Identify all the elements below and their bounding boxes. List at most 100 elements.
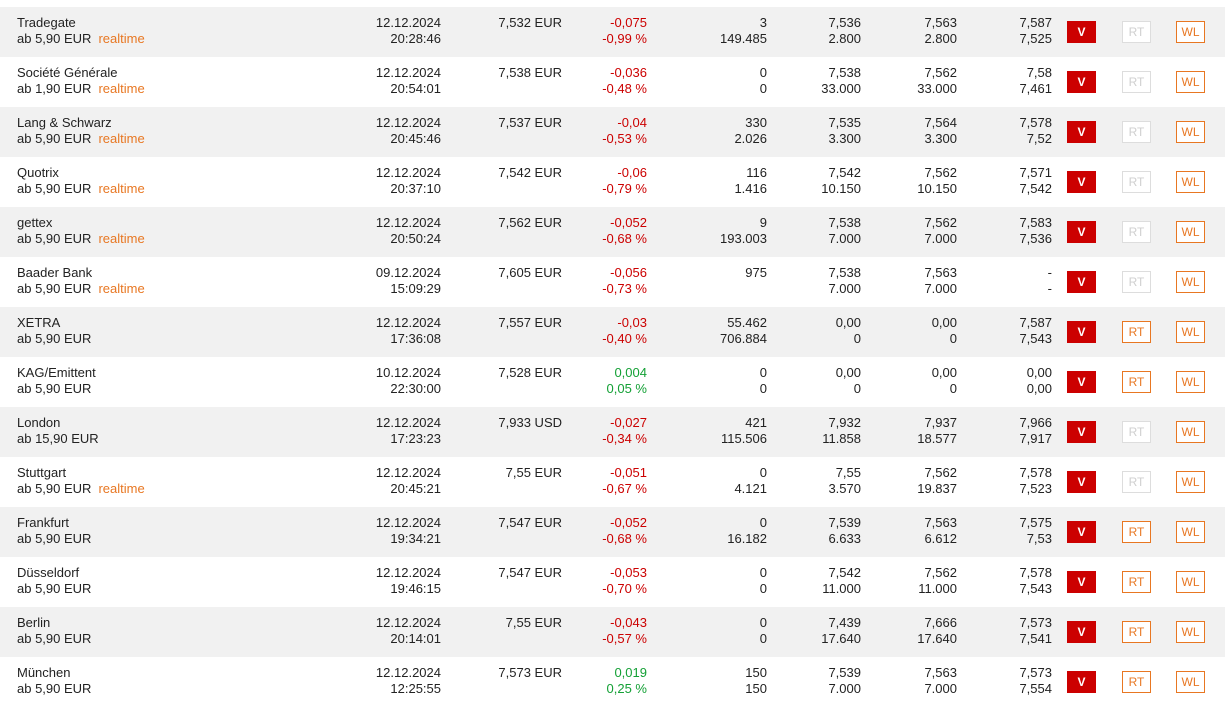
quote-date: 12.12.2024 (375, 115, 441, 130)
exchange-name[interactable]: London (17, 415, 61, 430)
last-price: 7,933 USD (498, 415, 562, 430)
sell-button[interactable]: V (1067, 371, 1096, 393)
exchange-name[interactable]: Baader Bank (17, 265, 93, 280)
bid-size: 10.150 (821, 181, 861, 196)
watchlist-button[interactable]: WL (1176, 121, 1205, 143)
watchlist-button[interactable]: WL (1176, 171, 1205, 193)
change-percent: 0,05 % (606, 381, 647, 396)
exchange-name[interactable]: Stuttgart (17, 465, 67, 480)
table-row[interactable]: gettex ab 5,90 EUR realtime 12.12.2024 20:50… (0, 207, 1225, 257)
realtime-button[interactable]: RT (1122, 21, 1151, 43)
day-high: 7,573 (1019, 665, 1052, 680)
realtime-button[interactable]: RT (1122, 71, 1151, 93)
table-row[interactable]: XETRA ab 5,90 EUR 12.12.2024 17:36:08 7,557 … (0, 307, 1225, 357)
quote-time: 20:14:01 (390, 631, 441, 646)
watchlist-button[interactable]: WL (1176, 521, 1205, 543)
table-row[interactable]: London ab 15,90 EUR 12.12.2024 17:23:23 7,93… (0, 407, 1225, 457)
table-row[interactable]: Baader Bank ab 5,90 EUR realtime 09.12.2024… (0, 257, 1225, 307)
sell-button[interactable]: V (1067, 21, 1096, 43)
realtime-button[interactable]: RT (1122, 471, 1151, 493)
exchange-name[interactable]: gettex (17, 215, 53, 230)
watchlist-button[interactable]: WL (1176, 271, 1205, 293)
bid-price: 7,536 (828, 15, 861, 30)
day-low: 7,52 (1026, 131, 1052, 146)
exchange-name[interactable]: KAG/Emittent (17, 365, 96, 380)
fee-text: ab 5,90 EUR (17, 281, 92, 296)
quote-date: 12.12.2024 (375, 165, 441, 180)
change-percent: -0,57 % (602, 631, 647, 646)
realtime-button[interactable]: RT (1122, 121, 1151, 143)
table-row[interactable]: Frankfurt ab 5,90 EUR 12.12.2024 19:34:21 7,… (0, 507, 1225, 557)
watchlist-button[interactable]: WL (1176, 571, 1205, 593)
sell-button[interactable]: V (1067, 221, 1096, 243)
table-row[interactable]: Société Générale ab 1,90 EUR realtime 12.12… (0, 57, 1225, 107)
realtime-button[interactable]: RT (1122, 271, 1151, 293)
exchange-name[interactable]: Tradegate (17, 15, 76, 30)
ask-price: 7,563 (924, 515, 957, 530)
ask-size: 7.000 (924, 681, 957, 696)
sell-button[interactable]: V (1067, 621, 1096, 643)
exchange-name[interactable]: München (17, 665, 71, 680)
volume-pieces: 0 (759, 65, 767, 80)
realtime-button[interactable]: RT (1122, 571, 1151, 593)
table-row[interactable]: Quotrix ab 5,90 EUR realtime 12.12.2024 20:3… (0, 157, 1225, 207)
day-low: 0,00 (1026, 381, 1052, 396)
watchlist-button[interactable]: WL (1176, 421, 1205, 443)
exchange-name[interactable]: Düsseldorf (17, 565, 80, 580)
volume-pieces: 0 (759, 465, 767, 480)
realtime-button[interactable]: RT (1122, 621, 1151, 643)
exchange-name[interactable]: Lang & Schwarz (17, 115, 112, 130)
ask-price: 0,00 (931, 315, 957, 330)
order-fee: ab 5,90 EUR (17, 331, 91, 347)
realtime-button[interactable]: RT (1122, 521, 1151, 543)
sell-button[interactable]: V (1067, 471, 1096, 493)
quote-time: 15:09:29 (390, 281, 441, 296)
watchlist-button[interactable]: WL (1176, 671, 1205, 693)
table-row[interactable]: Düsseldorf ab 5,90 EUR 12.12.2024 19:46:15 7… (0, 557, 1225, 607)
exchange-name[interactable]: Berlin (17, 615, 51, 630)
sell-button[interactable]: V (1067, 521, 1096, 543)
last-price: 7,537 EUR (498, 115, 562, 130)
table-row[interactable]: München ab 5,90 EUR 12.12.2024 12:25:55 7,57… (0, 657, 1225, 703)
fee-text: ab 5,90 EUR (17, 481, 92, 496)
table-row[interactable]: Lang & Schwarz ab 5,90 EUR realtime 12.12.2… (0, 107, 1225, 157)
watchlist-button[interactable]: WL (1176, 371, 1205, 393)
table-row[interactable]: Stuttgart ab 5,90 EUR realtime 12.12.2024 20… (0, 457, 1225, 507)
table-row[interactable]: Tradegate ab 5,90 EUR realtime 12.12.2024 20… (0, 7, 1225, 57)
change-absolute: -0,03 (617, 315, 647, 330)
ask-size: 7.000 (924, 231, 957, 246)
volume-pieces: 0 (759, 365, 767, 380)
watchlist-button[interactable]: WL (1176, 321, 1205, 343)
exchange-name[interactable]: Société Générale (17, 65, 118, 80)
realtime-button[interactable]: RT (1122, 671, 1151, 693)
sell-button[interactable]: V (1067, 171, 1096, 193)
watchlist-button[interactable]: WL (1176, 221, 1205, 243)
watchlist-button[interactable]: WL (1176, 71, 1205, 93)
last-price: 7,538 EUR (498, 65, 562, 80)
watchlist-button[interactable]: WL (1176, 621, 1205, 643)
exchange-name[interactable]: Frankfurt (17, 515, 70, 530)
watchlist-button[interactable]: WL (1176, 21, 1205, 43)
last-price: 7,542 EUR (498, 165, 562, 180)
day-low: 7,536 (1019, 231, 1052, 246)
watchlist-button[interactable]: WL (1176, 471, 1205, 493)
realtime-button[interactable]: RT (1122, 371, 1151, 393)
bid-size: 17.640 (821, 631, 861, 646)
realtime-button[interactable]: RT (1122, 221, 1151, 243)
sell-button[interactable]: V (1067, 121, 1096, 143)
sell-button[interactable]: V (1067, 271, 1096, 293)
realtime-button[interactable]: RT (1122, 171, 1151, 193)
bid-price: 0,00 (835, 315, 861, 330)
sell-button[interactable]: V (1067, 71, 1096, 93)
table-row[interactable]: KAG/Emittent ab 5,90 EUR 10.12.2024 22:30:0… (0, 357, 1225, 407)
sell-button[interactable]: V (1067, 421, 1096, 443)
table-row[interactable]: Berlin ab 5,90 EUR 12.12.2024 20:14:01 7,55 … (0, 607, 1225, 657)
exchange-name[interactable]: Quotrix (17, 165, 59, 180)
realtime-button[interactable]: RT (1122, 421, 1151, 443)
realtime-button[interactable]: RT (1122, 321, 1151, 343)
change-percent: -0,79 % (602, 181, 647, 196)
sell-button[interactable]: V (1067, 571, 1096, 593)
sell-button[interactable]: V (1067, 321, 1096, 343)
exchange-name[interactable]: XETRA (17, 315, 61, 330)
sell-button[interactable]: V (1067, 671, 1096, 693)
